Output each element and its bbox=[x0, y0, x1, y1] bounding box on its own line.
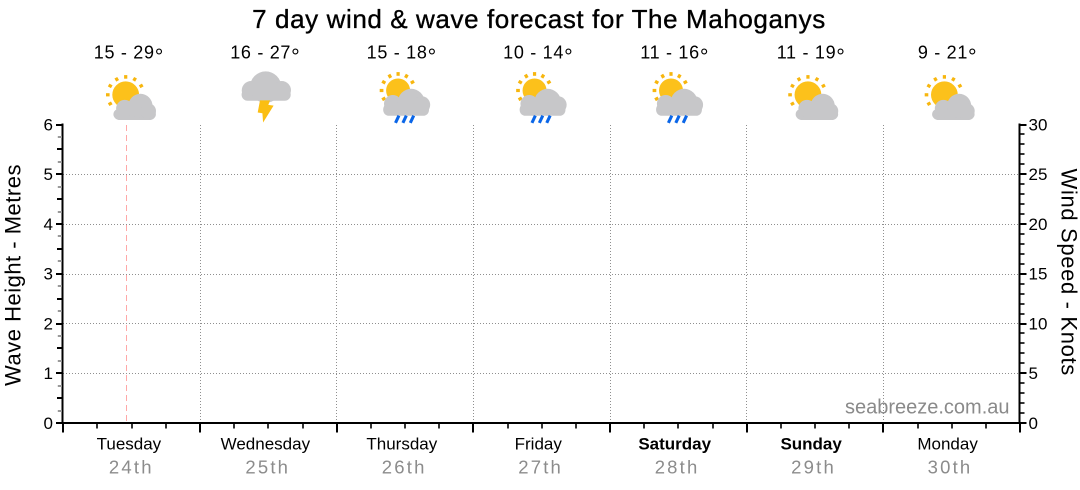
svg-text:Thursday: Thursday bbox=[366, 434, 437, 453]
svg-text:30: 30 bbox=[1029, 115, 1048, 134]
svg-text:4: 4 bbox=[44, 215, 53, 234]
svg-text:7 day wind & wave forecast for: 7 day wind & wave forecast for The Mahog… bbox=[252, 4, 826, 34]
svg-text:15 - 18°: 15 - 18° bbox=[367, 42, 437, 68]
svg-text:29th: 29th bbox=[791, 456, 836, 477]
svg-text:27th: 27th bbox=[518, 456, 563, 477]
svg-text:Monday: Monday bbox=[917, 434, 978, 453]
svg-text:11 - 16°: 11 - 16° bbox=[640, 42, 709, 68]
svg-text:16 - 27°: 16 - 27° bbox=[230, 42, 300, 68]
svg-text:25th: 25th bbox=[245, 456, 290, 477]
svg-text:5: 5 bbox=[1029, 364, 1038, 383]
svg-text:5: 5 bbox=[44, 165, 53, 184]
svg-text:2: 2 bbox=[44, 314, 53, 333]
svg-text:10 - 14°: 10 - 14° bbox=[503, 42, 573, 68]
svg-text:9 - 21°: 9 - 21° bbox=[918, 42, 978, 68]
svg-text:25: 25 bbox=[1029, 165, 1048, 184]
svg-text:Wave Height - Metres: Wave Height - Metres bbox=[1, 164, 26, 386]
svg-text:30th: 30th bbox=[928, 456, 973, 477]
svg-text:Tuesday: Tuesday bbox=[97, 434, 162, 453]
svg-text:28th: 28th bbox=[655, 456, 700, 477]
svg-text:Friday: Friday bbox=[515, 434, 563, 453]
svg-text:15: 15 bbox=[1029, 265, 1048, 284]
svg-text:10: 10 bbox=[1029, 314, 1048, 333]
svg-text:3: 3 bbox=[44, 265, 53, 284]
svg-text:Saturday: Saturday bbox=[638, 434, 711, 453]
svg-text:Wednesday: Wednesday bbox=[221, 434, 311, 453]
svg-text:Wind Speed - Knots: Wind Speed - Knots bbox=[1057, 169, 1080, 376]
svg-text:seabreeze.com.au: seabreeze.com.au bbox=[845, 397, 1010, 419]
svg-text:20: 20 bbox=[1029, 215, 1048, 234]
svg-text:24th: 24th bbox=[109, 456, 154, 477]
svg-text:15 - 29°: 15 - 29° bbox=[94, 42, 164, 68]
svg-text:0: 0 bbox=[44, 414, 53, 433]
svg-text:6: 6 bbox=[44, 115, 53, 134]
svg-text:26th: 26th bbox=[382, 456, 427, 477]
svg-text:1: 1 bbox=[44, 364, 53, 383]
svg-text:0: 0 bbox=[1029, 414, 1038, 433]
svg-text:11 - 19°: 11 - 19° bbox=[777, 42, 846, 68]
svg-text:Sunday: Sunday bbox=[780, 434, 842, 453]
